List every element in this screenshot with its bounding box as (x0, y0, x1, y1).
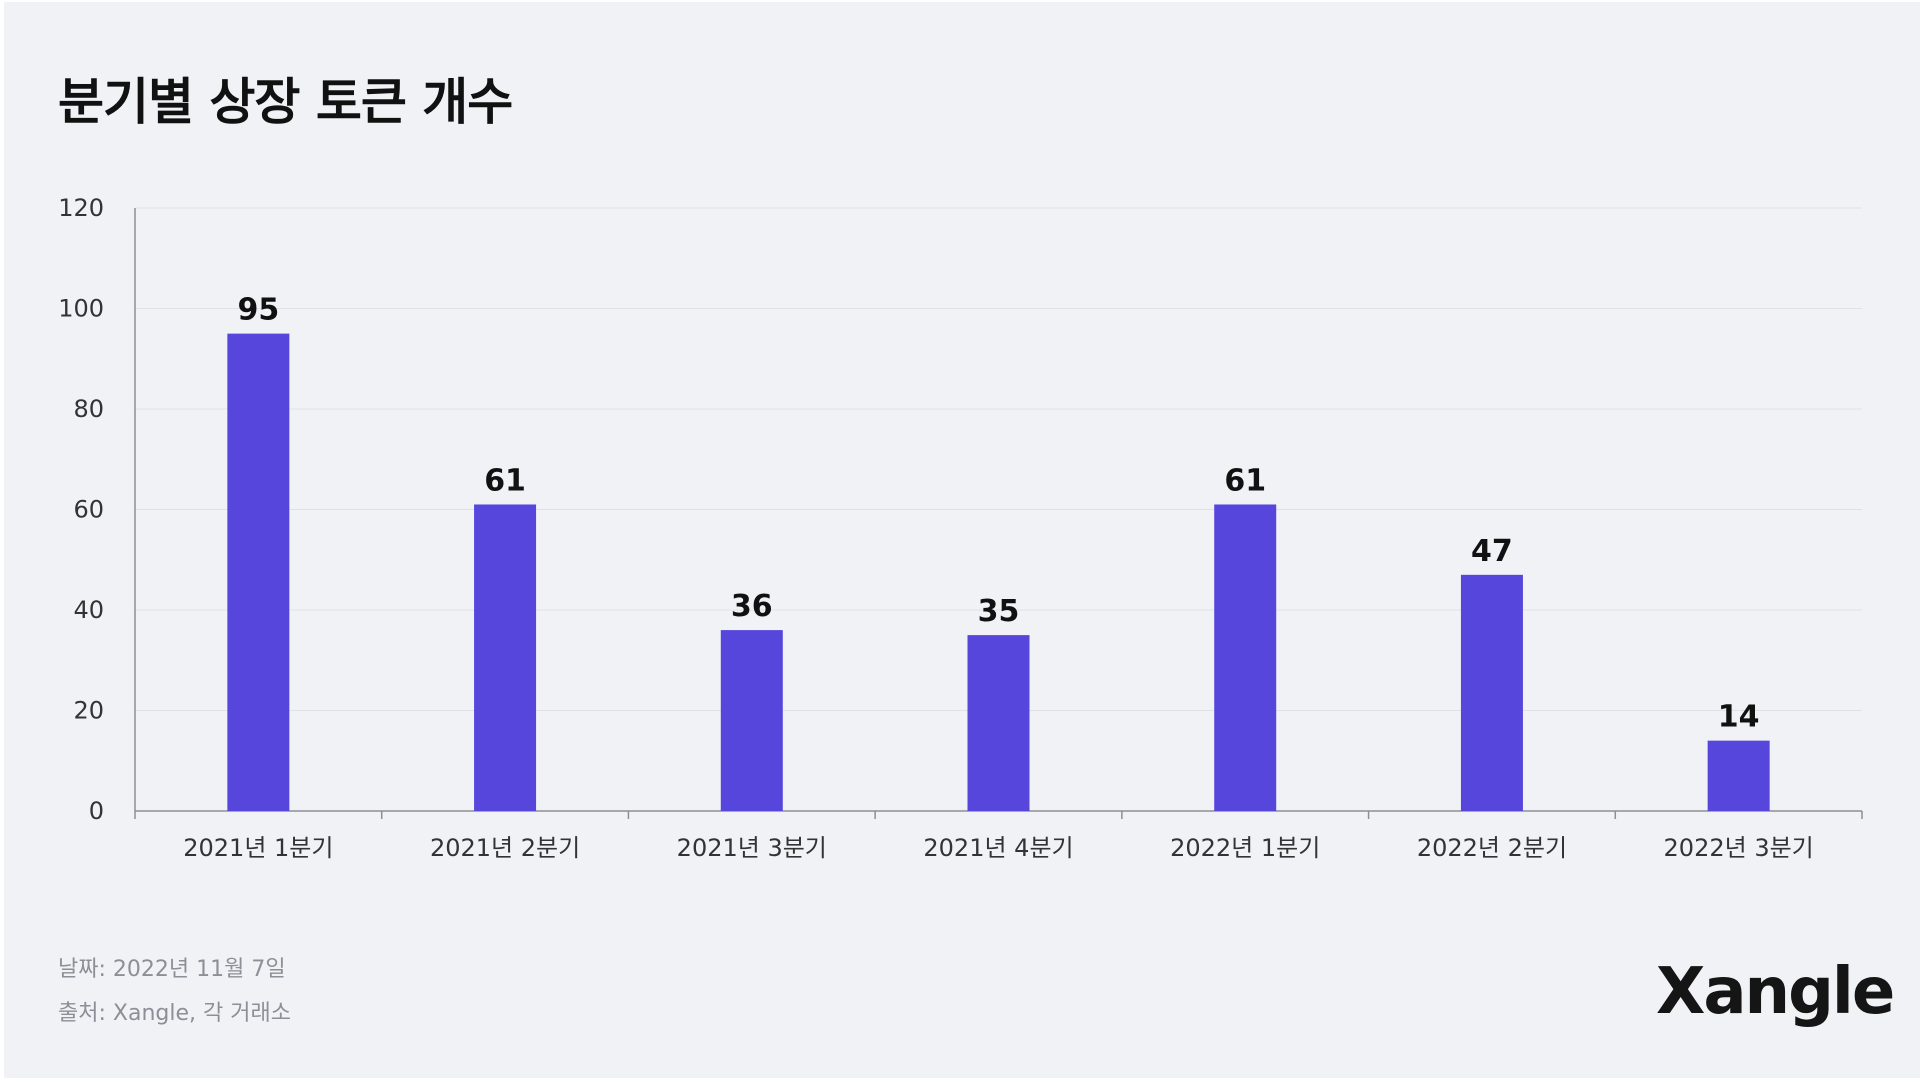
x-tick-label: 2022년 3분기 (1664, 834, 1814, 862)
bar (1707, 740, 1770, 811)
bar-value-label: 47 (1471, 534, 1513, 569)
y-tick-label: 60 (73, 496, 104, 524)
y-tick-label: 0 (89, 797, 104, 825)
chart-title: 분기별 상장 토큰 개수 (58, 73, 513, 131)
footer-source: 출처: Xangle, 각 거래소 (58, 1001, 291, 1026)
y-tick-label: 80 (73, 395, 104, 423)
bar-value-label: 61 (1224, 463, 1266, 498)
xangle-logo: Xangle (1656, 955, 1895, 1029)
y-tick-label: 120 (58, 194, 104, 222)
bar-value-label: 14 (1718, 700, 1760, 735)
bar (227, 333, 290, 811)
bar-value-label: 35 (978, 594, 1020, 629)
x-tick-label: 2022년 1분기 (1170, 834, 1320, 862)
y-tick-label: 100 (58, 295, 104, 323)
bar (1460, 574, 1523, 811)
x-tick-label: 2021년 3분기 (677, 834, 827, 862)
y-tick-label: 40 (73, 596, 104, 624)
bar-value-label: 61 (484, 463, 526, 498)
bar (474, 504, 537, 811)
y-tick-label: 20 (73, 697, 104, 725)
bar (1214, 504, 1277, 811)
bar (967, 635, 1030, 811)
x-tick-label: 2021년 2분기 (430, 834, 580, 862)
x-tick-label: 2021년 4분기 (923, 834, 1073, 862)
bar-value-label: 95 (237, 293, 279, 328)
x-tick-label: 2021년 1분기 (183, 834, 333, 862)
bar (720, 630, 783, 811)
x-tick-label: 2022년 2분기 (1417, 834, 1567, 862)
footer-date: 날짜: 2022년 11월 7일 (58, 957, 286, 982)
bar-value-label: 36 (731, 589, 773, 624)
chart-panel (4, 2, 1920, 1078)
